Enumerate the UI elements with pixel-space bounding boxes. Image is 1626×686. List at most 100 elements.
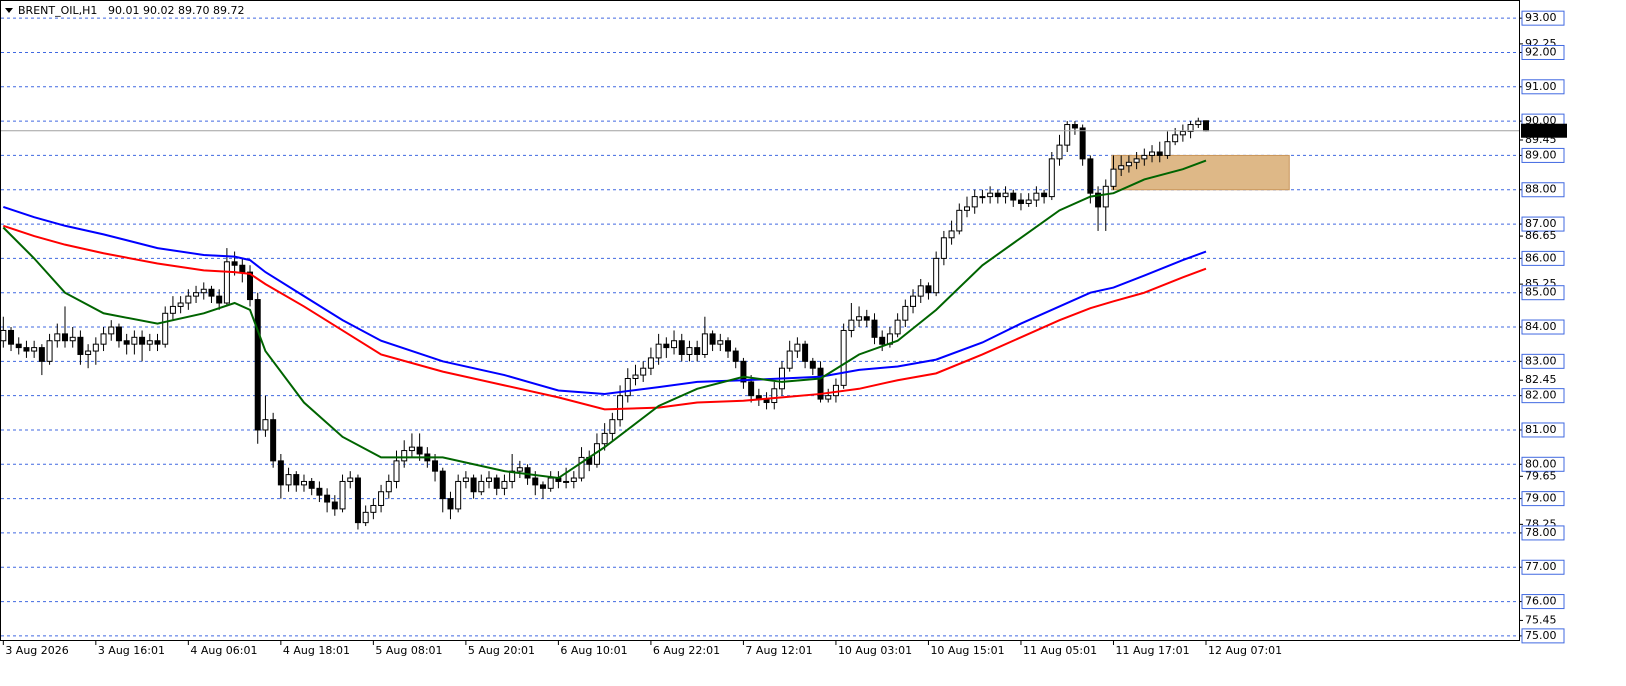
candle-body [362, 511, 369, 524]
x-tick-label: 12 Aug 07:01 [1208, 644, 1282, 657]
candle-body [856, 316, 863, 321]
candle-body [154, 340, 161, 345]
y-tick-label: 86.00 [1525, 251, 1557, 264]
y-label-box [1521, 216, 1565, 232]
candle-body [1156, 151, 1163, 156]
y-tick-label: 82.45 [1525, 373, 1557, 386]
y-label-box [1521, 456, 1565, 472]
candle-body [8, 329, 15, 345]
symbol-title: BRENT_OIL,H1 [18, 4, 97, 17]
candle-body [624, 377, 631, 397]
candle-body [601, 432, 608, 445]
x-tick-label: 4 Aug 06:01 [190, 644, 257, 657]
candle-body [54, 333, 61, 342]
y-label-box [1521, 491, 1565, 507]
candle-body [223, 261, 230, 304]
y-label-box [1521, 594, 1565, 610]
candle-body [1041, 192, 1048, 198]
candle-body [671, 340, 678, 349]
moving-average [2, 205, 1207, 395]
y-tick-label: 83.00 [1525, 354, 1557, 367]
candle-body [917, 285, 924, 297]
candle-body [910, 295, 917, 307]
candle-body [470, 477, 477, 493]
x-tick-label: 3 Aug 16:01 [98, 644, 165, 657]
candle-body [38, 347, 45, 362]
candle-body [1002, 192, 1009, 198]
y-tick-label: 86.65 [1525, 229, 1557, 242]
y-tick-label: 92.00 [1525, 45, 1557, 58]
candle-body [439, 470, 446, 500]
candle-body [570, 477, 577, 482]
candle-body [270, 419, 277, 462]
y-label-box [1521, 10, 1565, 26]
candle-body [1125, 161, 1132, 167]
candle-body [115, 326, 122, 342]
candle-body [902, 305, 909, 321]
candle-body [393, 460, 400, 482]
candle-body [308, 480, 315, 489]
candle-body [100, 333, 107, 345]
y-tick-label: 79.00 [1525, 492, 1557, 505]
candle-body [177, 302, 184, 307]
candle-body [894, 319, 901, 335]
candle-body [825, 395, 832, 400]
y-label-box [1521, 628, 1565, 644]
candle-body [964, 206, 970, 211]
candle-body [832, 384, 839, 397]
y-tick-label: 82.00 [1525, 389, 1557, 402]
x-tick-label: 6 Aug 10:01 [560, 644, 627, 657]
candle-body [516, 467, 523, 472]
candle-body [1071, 124, 1078, 129]
y-tick-label: 89.00 [1525, 148, 1557, 161]
y-tick-label: 79.65 [1525, 469, 1557, 482]
candle-body [354, 477, 361, 524]
candle-body [1064, 124, 1071, 146]
candle-body [416, 446, 423, 455]
y-tick-label: 80.00 [1525, 457, 1557, 470]
candle-body [123, 340, 130, 345]
x-tick-label: 11 Aug 05:01 [1023, 644, 1097, 657]
candle-body [948, 230, 955, 239]
candle-body [817, 367, 824, 400]
candle-body [717, 340, 724, 345]
candle-body [146, 340, 153, 345]
candle-body [493, 477, 500, 489]
plot-frame [0, 0, 1520, 641]
candle-body [1048, 158, 1055, 198]
candle-body [1172, 134, 1179, 143]
candle-body [331, 501, 338, 510]
candle-body [1179, 130, 1186, 136]
y-tick-label: 85.00 [1525, 286, 1557, 299]
x-tick-label: 5 Aug 20:01 [468, 644, 535, 657]
candle-body [802, 343, 809, 362]
candle-body [840, 329, 847, 386]
candle-body [316, 487, 323, 496]
candle-body [193, 292, 200, 297]
candle-body [1087, 158, 1094, 194]
candle-body [663, 343, 670, 349]
candle-body [108, 326, 115, 335]
candle-body [655, 343, 662, 359]
candle-body [725, 340, 732, 352]
candle-body [0, 329, 7, 342]
candle-body [69, 336, 76, 342]
x-tick-label: 11 Aug 17:01 [1115, 644, 1189, 657]
candle-body [231, 261, 238, 266]
candle-body [578, 456, 585, 479]
candle-body [162, 312, 169, 345]
y-tick-label: 91.00 [1525, 80, 1557, 93]
candle-body [879, 336, 886, 345]
candle-body [347, 477, 354, 482]
candle-body [971, 196, 978, 208]
candle-body [925, 285, 932, 294]
candle-body [632, 374, 639, 379]
candle-body [501, 480, 508, 489]
y-tick-label: 76.00 [1525, 595, 1557, 608]
candle-body [61, 333, 68, 342]
candle-body [185, 295, 192, 304]
candle-body [1079, 127, 1086, 160]
candle-body [748, 381, 755, 397]
candle-body [933, 257, 940, 294]
x-tick-label: 7 Aug 12:01 [745, 644, 812, 657]
